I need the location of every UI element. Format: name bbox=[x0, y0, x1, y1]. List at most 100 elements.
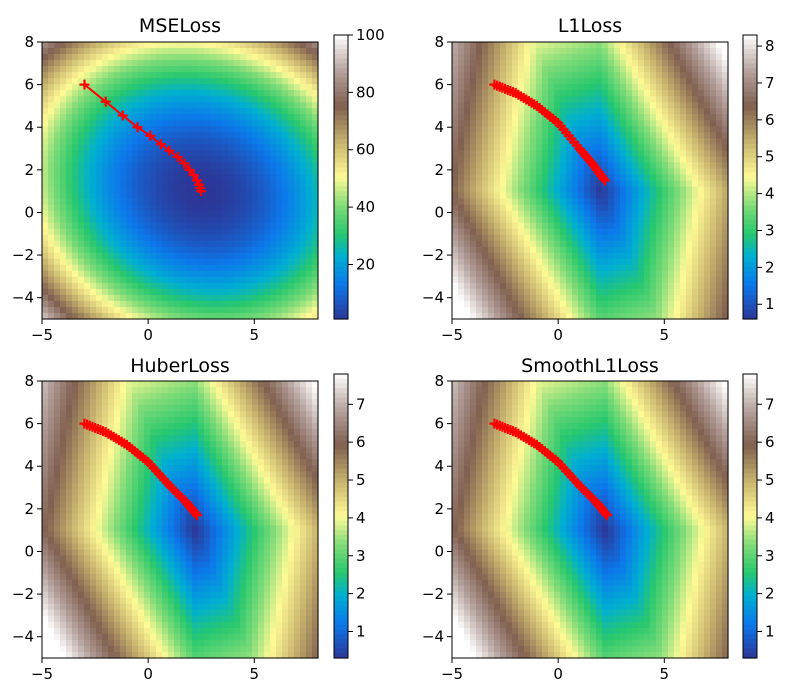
colorbar-tick-label: 5 bbox=[765, 148, 775, 166]
heatmap-cell bbox=[560, 210, 567, 218]
heatmap-cell bbox=[710, 192, 717, 200]
heatmap-cell bbox=[470, 258, 477, 266]
heatmap-cell bbox=[132, 48, 139, 55]
heatmap-cell bbox=[204, 192, 211, 200]
heatmap-cell bbox=[650, 66, 657, 73]
heatmap-cell bbox=[78, 186, 85, 194]
heatmap-cell bbox=[72, 42, 79, 49]
heatmap-cell bbox=[126, 276, 133, 284]
heatmap-cell bbox=[210, 216, 217, 224]
heatmap-cell bbox=[572, 66, 579, 73]
colorbar-segment bbox=[334, 77, 348, 83]
heatmap-cell bbox=[458, 168, 465, 176]
heatmap-cell bbox=[596, 222, 603, 230]
heatmap-cell bbox=[464, 60, 471, 67]
heatmap-cell bbox=[264, 240, 271, 248]
heatmap-cell bbox=[524, 114, 531, 121]
heatmap-cell bbox=[698, 90, 705, 97]
heatmap-cell bbox=[488, 192, 495, 200]
heatmap-cell bbox=[452, 156, 459, 164]
heatmap-cell bbox=[66, 216, 73, 224]
heatmap-cell bbox=[560, 288, 567, 296]
heatmap-cell bbox=[174, 288, 181, 296]
heatmap-cell bbox=[524, 138, 531, 145]
heatmap-cell bbox=[216, 168, 223, 176]
heatmap-cell bbox=[252, 138, 259, 145]
heatmap-cell bbox=[524, 228, 531, 236]
heatmap-cell bbox=[78, 156, 85, 164]
heatmap-cell bbox=[512, 198, 519, 206]
heatmap-cell bbox=[150, 270, 157, 278]
heatmap-cell bbox=[524, 174, 531, 182]
heatmap-cell bbox=[234, 252, 241, 260]
heatmap-cell bbox=[150, 138, 157, 145]
heatmap-cell bbox=[156, 144, 163, 151]
heatmap-cell bbox=[84, 234, 91, 242]
heatmap-cell bbox=[66, 168, 73, 176]
heatmap-cell bbox=[276, 66, 283, 73]
colorbar-segment bbox=[743, 300, 757, 306]
heatmap-cell bbox=[258, 174, 265, 182]
heatmap-cell bbox=[530, 84, 537, 91]
heatmap-cell bbox=[258, 228, 265, 236]
heatmap-cell bbox=[704, 294, 711, 302]
heatmap-cell bbox=[644, 186, 651, 194]
heatmap-cell bbox=[464, 114, 471, 121]
colorbar-segment bbox=[743, 229, 757, 235]
heatmap-cell bbox=[48, 222, 55, 230]
heatmap-cell bbox=[560, 186, 567, 194]
heatmap-cell bbox=[132, 138, 139, 145]
heatmap-cell bbox=[240, 72, 247, 79]
heatmap-cell bbox=[566, 306, 573, 314]
heatmap-cell bbox=[710, 60, 717, 67]
heatmap-cell bbox=[554, 198, 561, 206]
heatmap-cell bbox=[72, 501, 79, 509]
heatmap-cell bbox=[518, 294, 525, 302]
heatmap-cell bbox=[126, 264, 133, 272]
heatmap-cell bbox=[186, 126, 193, 133]
heatmap-cell bbox=[132, 60, 139, 67]
heatmap-cell bbox=[674, 174, 681, 182]
heatmap-cell bbox=[60, 507, 67, 515]
heatmap-cell bbox=[162, 84, 169, 91]
heatmap-cell bbox=[596, 150, 603, 158]
heatmap-cell bbox=[306, 300, 313, 308]
heatmap-cell bbox=[542, 192, 549, 200]
heatmap-cell bbox=[84, 561, 91, 569]
heatmap-cell bbox=[264, 294, 271, 302]
heatmap-cell bbox=[264, 96, 271, 103]
heatmap-cell bbox=[488, 276, 495, 284]
heatmap-cell bbox=[662, 78, 669, 85]
heatmap-cell bbox=[722, 300, 729, 308]
heatmap-cell bbox=[240, 234, 247, 242]
heatmap-cell bbox=[638, 90, 645, 97]
heatmap-cell bbox=[470, 156, 477, 164]
heatmap-cell bbox=[228, 162, 235, 170]
heatmap-cell bbox=[66, 186, 73, 194]
heatmap-cell bbox=[620, 138, 627, 145]
heatmap-cell bbox=[90, 216, 97, 224]
heatmap-cell bbox=[506, 126, 513, 133]
heatmap-cell bbox=[476, 276, 483, 284]
heatmap-cell bbox=[228, 174, 235, 182]
heatmap-cell bbox=[494, 90, 501, 97]
heatmap-cell bbox=[518, 198, 525, 206]
heatmap-cell bbox=[186, 54, 193, 61]
heatmap-cell bbox=[548, 96, 555, 103]
heatmap-cell bbox=[66, 543, 73, 551]
heatmap-cell bbox=[96, 645, 103, 653]
axes-frame bbox=[451, 41, 729, 320]
heatmap-cell bbox=[306, 264, 313, 272]
heatmap-cell bbox=[270, 72, 277, 79]
heatmap-cell bbox=[102, 132, 109, 139]
heatmap-cell bbox=[48, 48, 55, 55]
heatmap-cell bbox=[608, 228, 615, 236]
heatmap-cell bbox=[132, 186, 139, 194]
heatmap-cell bbox=[210, 144, 217, 151]
heatmap-cell bbox=[48, 312, 55, 320]
heatmap-cell bbox=[270, 84, 277, 91]
heatmap-cell bbox=[192, 48, 199, 55]
heatmap-cell bbox=[120, 192, 127, 200]
heatmap-cell bbox=[464, 240, 471, 248]
heatmap-cell bbox=[620, 204, 627, 212]
